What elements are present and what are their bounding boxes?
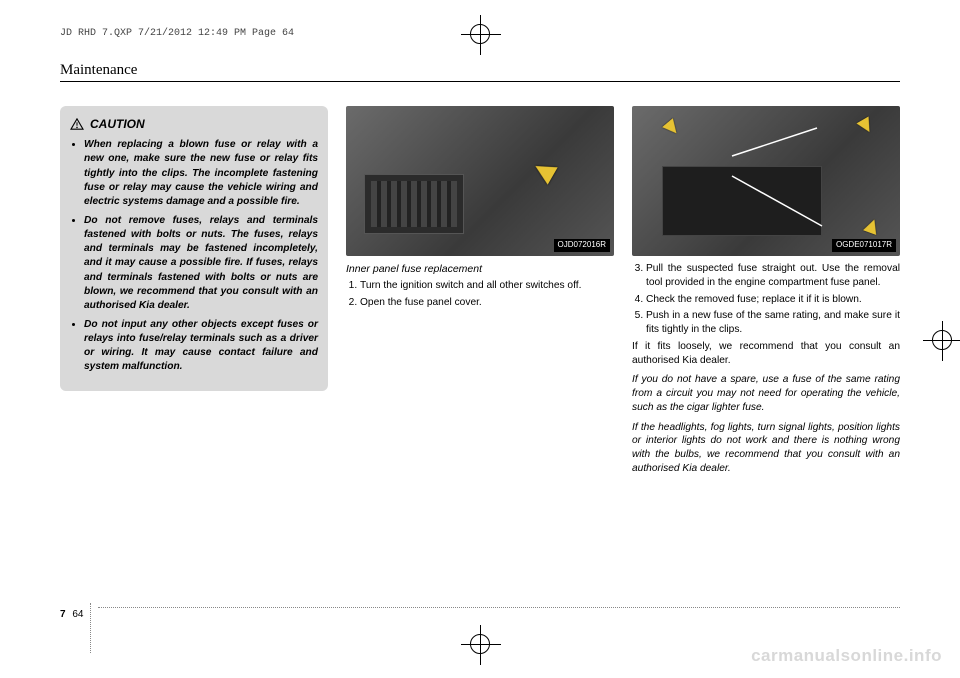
section-number: 7: [60, 609, 66, 620]
paragraph: If it fits loosely, we recommend that yo…: [632, 340, 900, 368]
caution-header: CAUTION: [70, 116, 318, 132]
caution-item: Do not input any other objects except fu…: [84, 318, 318, 375]
photo-label: OJD072016R: [554, 239, 610, 252]
paragraph-italic: If you do not have a spare, use a fuse o…: [632, 373, 900, 414]
page-content: Maintenance CAUTION When replacing a b: [60, 62, 900, 618]
column-3: OGDE071017R Pull the suspected fuse stra…: [632, 106, 900, 482]
step-item: Open the fuse panel cover.: [360, 296, 614, 310]
fuse-panel-graphic: [364, 174, 464, 234]
columns: CAUTION When replacing a blown fuse or r…: [60, 106, 900, 482]
crop-mark-top: [470, 24, 490, 44]
caution-title: CAUTION: [90, 116, 145, 132]
arrow-icon: [530, 157, 557, 184]
column-1: CAUTION When replacing a blown fuse or r…: [60, 106, 328, 482]
warning-triangle-icon: [70, 118, 84, 130]
dotted-line: [98, 607, 900, 608]
vert-dotted-line: [90, 603, 91, 653]
step-item: Pull the suspected fuse straight out. Us…: [646, 262, 900, 290]
caution-item: When replacing a blown fuse or relay wit…: [84, 138, 318, 209]
photo-label: OGDE071017R: [832, 239, 896, 252]
engine-steps: Pull the suspected fuse straight out. Us…: [632, 262, 900, 337]
step-item: Push in a new fuse of the same rating, a…: [646, 309, 900, 337]
watermark: carmanualsonline.info: [751, 646, 942, 666]
caution-item: Do not remove fuses, relays and terminal…: [84, 214, 318, 314]
crop-mark-bottom: [470, 634, 490, 654]
section-title: Maintenance: [60, 62, 900, 82]
paragraph-italic: If the headlights, fog lights, turn sign…: [632, 421, 900, 476]
inner-panel-steps: Turn the ignition switch and all other s…: [346, 279, 614, 310]
pointer-lines: [632, 106, 900, 256]
photo-engine-compartment: OGDE071017R: [632, 106, 900, 256]
print-header: JD RHD 7.QXP 7/21/2012 12:49 PM Page 64: [60, 28, 294, 39]
page-number: 7 64: [60, 609, 83, 620]
caution-box: CAUTION When replacing a blown fuse or r…: [60, 106, 328, 391]
inner-panel-subhead: Inner panel fuse replacement: [346, 262, 614, 276]
caution-list: When replacing a blown fuse or relay wit…: [70, 138, 318, 375]
crop-mark-right: [932, 330, 952, 350]
page-num: 64: [72, 609, 83, 620]
photo-inner-panel: OJD072016R: [346, 106, 614, 256]
step-item: Check the removed fuse; replace it if it…: [646, 293, 900, 307]
step-item: Turn the ignition switch and all other s…: [360, 279, 614, 293]
column-2: OJD072016R Inner panel fuse replacement …: [346, 106, 614, 482]
